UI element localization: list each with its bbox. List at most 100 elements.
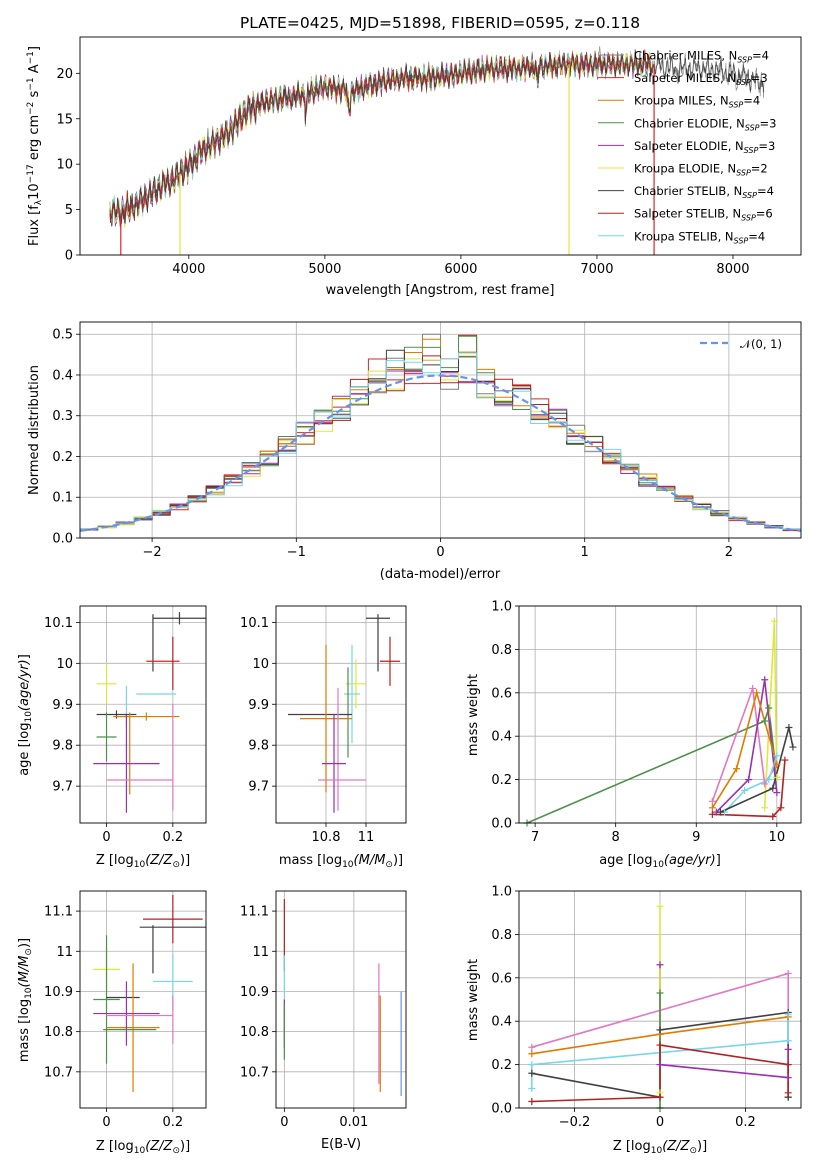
weight_vs_Z-plot-area [531,906,789,1108]
age-vs-z-ylabel-text: age [log [17,723,32,776]
residuals-xtick-label-1: −1 [287,545,306,560]
spectrum-series-cs [109,50,765,227]
age_vs_Z-ytick-label-0: 9.7 [52,780,73,795]
spectrum-ytick-label-3: 15 [56,112,73,127]
residuals-xtick-label-3: 1 [581,545,589,560]
spectrum-ytick-label-2: 10 [56,158,73,173]
age_vs_mass-ytick-label-0: 9.7 [248,780,269,795]
spectrum-ytick-label-1: 5 [65,203,73,218]
legend-nssp-cs: =4 [757,184,774,198]
age_vs_mass-xtick-label-0: 10.8 [312,830,341,845]
weight_vs_age-xtick-label-1: 8 [612,830,620,845]
legend-sub-ss: SSP [741,214,756,223]
spectrum-ylabel-text: Flux [f [27,205,42,246]
weight_vs_age-series-4-marker-1 [733,765,741,773]
residuals-ytick-label-3: 0.3 [52,409,73,424]
weight_vs_Z-frame [518,890,802,1109]
weight_vs_Z-series-7-marker-3 [784,1061,792,1069]
weight_vs_age-series-5-marker-1 [741,786,749,794]
weight_vs_age-series-6-marker-3 [789,743,797,751]
legend-label-km: Kroupa MILES, NSSP=4 [634,94,760,110]
legend-label-ss: Salpeter STELIB, NSSP=6 [634,207,773,223]
weight-vs-age-xlabel-sub: 10 [652,860,664,870]
weight_vs_age-frame [518,605,802,824]
weight_vs_age-series-3-marker-2 [761,676,769,684]
weight-vs-z-xlabel-sun: ⊙ [689,1146,697,1156]
weight_vs_Z-series-5-marker-0 [656,902,664,910]
mass-vs-z-ylabel-text: mass [log [17,999,32,1062]
legend-nssp-sm: =3 [751,71,768,85]
mass_vs_Z-axes: 0 0.2 10.7 10.8 10.9 11 11.1 [44,891,206,1130]
spectrum-ylabel-unit: erg cm [27,115,42,164]
weight-vs-age-panel: age [log10(age/yr)] mass weight [466,674,721,870]
legend-nssp-ce: =3 [760,116,777,130]
legend-sub-cs: SSP [742,191,757,200]
spectrum-ylabel-sup: −17 [26,164,36,183]
mass_vs_Z-plot-area [93,895,206,1092]
weight-vs-age-xlabel-rest: (age/yr) [664,853,716,868]
weight_vs_age-series-7 [712,760,786,818]
spectrum-series-ks [109,50,652,230]
residuals-ylabel: Normed distribution [27,365,42,495]
weight-vs-z-xlabel-rest: (Z/Z [662,1139,690,1154]
weight_vs_Z-ytick-label-4: 0.8 [491,928,512,943]
legend-name-ce: Chabrier ELODIE, N [634,116,745,130]
residuals-legend-label: 𝒩(0, 1) [740,337,782,351]
weight_vs_Z-series-2-marker-0 [528,1069,536,1077]
age-vs-z-xlabel-sun: ⊙ [172,860,180,870]
legend-nssp-ke: =2 [751,162,768,176]
mass_vs_Z-ytick-label-4: 11.1 [44,905,73,920]
spectrum-ylabel-unit3: A [27,64,42,77]
spectrum-ylabel: Flux [fλ10−17 erg cm−2 s−1 A−1] [26,46,44,246]
mass-vs-z-xlabel-rest: (Z/Z [145,1139,173,1154]
legend-nssp-km: =4 [743,94,760,108]
legend-label-sm: Salpeter MILES, NSSP=3 [634,71,768,87]
legend-sub-km: SSP [729,101,744,110]
age_vs_mass-plot-area [288,614,400,813]
age-vs-z-xlabel-rest: (Z/Z [145,853,173,868]
legend-name-km: Kroupa MILES, N [634,94,729,108]
weight_vs_age-series-7-marker-0 [708,810,716,818]
spectrum-plot-area [109,46,765,255]
weight_vs_age-series-4-marker-3 [773,760,781,768]
weight_vs_age-ytick-label-4: 0.8 [491,643,512,658]
weight_vs_age-series-6-marker-1 [769,784,777,792]
mass_vs_EBV-ytick-label-1: 10.8 [240,1025,269,1040]
weight_vs_age-series-6-marker-2 [785,724,793,732]
weight_vs_age-series-4-marker-0 [708,804,716,812]
weight_vs_age-series-0-marker-2 [765,704,773,712]
residuals-axes: −2 −1 0 1 2 0.0 0.1 0.2 0.3 0.4 0.5 [52,322,801,560]
weight_vs_age-series-0-marker-1 [761,717,769,725]
mass_vs_EBV-frame [275,890,407,1109]
spectrum-xtick-label-1: 5000 [308,262,341,277]
mass-vs-z-panel: Z [log10(Z/Z⊙)] mass [log10(M/M⊙)] [17,938,190,1156]
age_vs_mass-ytick-label-1: 9.8 [248,739,269,754]
legend-label-ke: Kroupa ELODIE, NSSP=2 [634,162,768,178]
legend-nssp-ss: =6 [756,207,773,221]
weight_vs_age-series-3 [715,679,778,813]
mass-vs-z-ylabel-sub: 10 [24,987,34,999]
weight_vs_Z-xtick-label-0: −0.2 [559,1115,591,1130]
age-vs-z-ylabel-sub: 10 [24,711,34,723]
age-vs-mass-xlabel-text: mass [log [279,853,342,868]
legend-label-se: Salpeter ELODIE, NSSP=3 [634,139,775,155]
residuals-ytick-label-0: 0.0 [52,532,73,547]
legend-name-cs: Chabrier STELIB, N [634,184,742,198]
weight_vs_Z-series-2-marker-2 [656,1026,664,1034]
weight_vs_age-series-1-marker-2 [773,773,781,781]
legend-name-cm: Chabrier MILES, N [634,49,737,63]
weight_vs_Z-series-7-marker-4 [784,1089,792,1097]
weight_vs_Z-series-3-marker-2 [784,1037,792,1045]
weight_vs_Z-series-4-marker-2 [784,1074,792,1082]
mass-vs-z-ylabel: mass [log10(M/M⊙)] [17,938,34,1062]
age-vs-z-ylabel-end: ] [17,654,32,659]
weight_vs_age-series-1-marker-1 [770,617,778,625]
spectrum-ylabel-sub: λ [34,199,44,205]
weight-vs-z-xlabel: Z [log10(Z/Z⊙)] [613,1139,707,1156]
legend-name-sm: Salpeter MILES, N [634,71,736,85]
weight_vs_Z-series-4-marker-3 [784,1045,792,1053]
age_vs_Z-xtick-label-1: 0.2 [162,830,183,845]
age_vs_Z-axes: 0 0.2 9.7 9.8 9.9 10 10.1 [44,606,206,845]
legend-sub-ks: SSP [734,236,749,245]
